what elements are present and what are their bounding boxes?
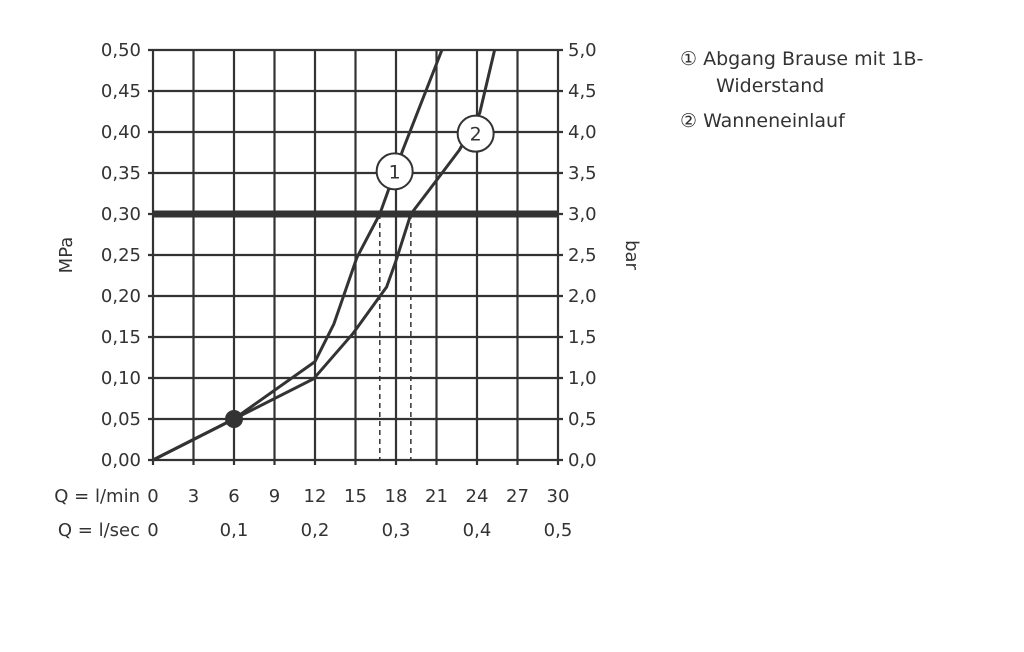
y-left-tick-label: 0,25 — [101, 245, 141, 266]
y-right-tick-label: 1,5 — [568, 327, 597, 348]
x-tick-label: 21 — [425, 486, 448, 507]
y-left-tick-label: 0,50 — [101, 40, 141, 61]
y-right-tick-label: 4,0 — [568, 122, 597, 143]
y-left-tick-label: 0,20 — [101, 286, 141, 307]
x-axis-label: Q = l/min — [54, 486, 140, 507]
x2-tick-label: 0,4 — [463, 520, 492, 541]
x-tick-label: 27 — [506, 486, 529, 507]
y-right-tick-label: 1,0 — [568, 368, 597, 389]
y-right-tick-label: 5,0 — [568, 40, 597, 61]
y-right-tick-label: 3,0 — [568, 204, 597, 225]
series-label-circle-1 — [375, 152, 414, 191]
x2-tick-label: 0,2 — [301, 520, 330, 541]
y-left-tick-label: 0,05 — [101, 409, 141, 430]
x2-axis-label: Q = l/sec — [58, 520, 140, 541]
y-left-axis-label: MPa — [56, 237, 77, 274]
y-right-tick-label: 3,5 — [568, 163, 597, 184]
x2-tick-label: 0,3 — [382, 520, 411, 541]
x2-tick-label: 0,5 — [544, 520, 573, 541]
series-label-circle-2 — [456, 114, 495, 153]
x2-tick-label: 0,1 — [220, 520, 249, 541]
y-left-tick-label: 0,15 — [101, 327, 141, 348]
x-tick-label: 30 — [547, 486, 570, 507]
x-tick-label: 6 — [228, 486, 239, 507]
marker-point — [225, 410, 243, 428]
series-label-2: 2 — [470, 124, 482, 146]
x-tick-label: 12 — [304, 486, 327, 507]
y-right-tick-label: 2,5 — [568, 245, 597, 266]
legend: ① Abgang Brause mit 1B- Widerstand ② Wan… — [680, 46, 923, 143]
y-right-axis-label: bar — [621, 240, 642, 270]
y-left-tick-label: 0,10 — [101, 368, 141, 389]
series-label-1: 1 — [389, 161, 401, 183]
x-tick-label: 15 — [344, 486, 367, 507]
y-left-tick-label: 0,40 — [101, 122, 141, 143]
y-right-tick-label: 2,0 — [568, 286, 597, 307]
legend-item-2: ② Wanneneinlauf — [680, 110, 845, 132]
x-tick-label: 9 — [269, 486, 280, 507]
y-right-tick-label: 0,0 — [568, 450, 597, 471]
y-left-tick-label: 0,30 — [101, 204, 141, 225]
y-left-tick-label: 0,35 — [101, 163, 141, 184]
y-left-tick-label: 0,45 — [101, 81, 141, 102]
x2-tick-label: 0 — [147, 520, 158, 541]
legend-item-1: ① Abgang Brause mit 1B- Widerstand — [680, 48, 924, 97]
x-tick-label: 18 — [385, 486, 408, 507]
x-tick-label: 3 — [188, 486, 199, 507]
y-right-tick-label: 0,5 — [568, 409, 597, 430]
y-right-tick-label: 4,5 — [568, 81, 597, 102]
x-tick-label: 24 — [466, 486, 489, 507]
x-tick-label: 0 — [147, 486, 158, 507]
y-left-tick-label: 0,00 — [101, 450, 141, 471]
